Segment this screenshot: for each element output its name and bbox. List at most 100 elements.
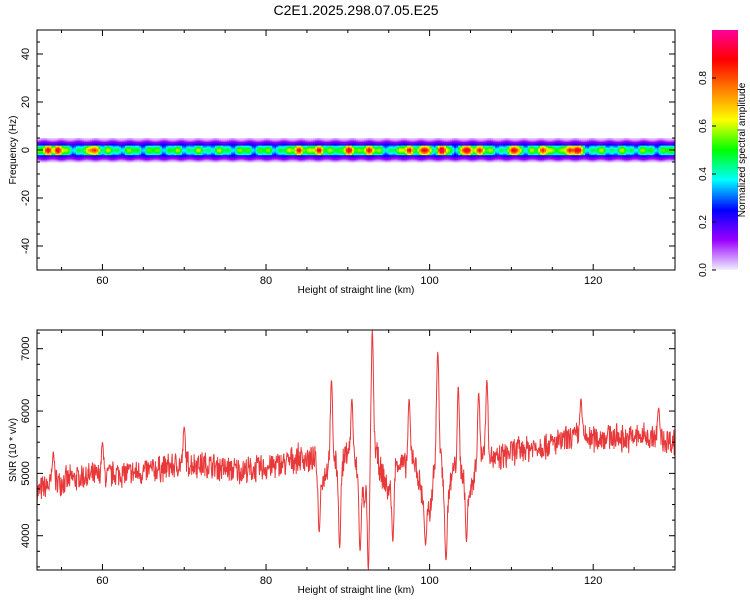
heatmap-cell bbox=[458, 148, 461, 151]
heatmap-cell bbox=[435, 148, 439, 151]
heatmap-cell bbox=[255, 141, 259, 144]
heatmap-cell bbox=[400, 153, 404, 156]
heatmap-cell bbox=[409, 151, 412, 153]
heatmap-cell bbox=[513, 144, 516, 146]
heatmap-cell bbox=[378, 150, 381, 152]
heatmap-cell bbox=[253, 147, 257, 150]
heatmap-cell bbox=[167, 148, 171, 151]
heatmap-cell bbox=[280, 153, 283, 156]
heatmap-cell bbox=[118, 146, 122, 148]
heatmap-cell bbox=[364, 153, 367, 156]
heatmap-cell bbox=[151, 159, 154, 162]
heatmap-cell bbox=[533, 154, 537, 157]
heatmap-cell bbox=[333, 156, 336, 158]
heatmap-cell bbox=[470, 159, 473, 162]
heatmap-cell bbox=[466, 146, 469, 148]
heatmap-cell bbox=[266, 146, 269, 148]
heatmap-cell bbox=[266, 158, 269, 160]
heatmap-cell bbox=[143, 138, 146, 140]
heatmap-cell bbox=[394, 152, 398, 154]
heatmap-cell bbox=[122, 153, 126, 156]
heatmap-cell bbox=[90, 156, 93, 158]
heatmap-cell bbox=[284, 158, 287, 160]
heatmap-cell bbox=[149, 148, 152, 151]
heatmap-cell bbox=[88, 152, 91, 154]
heatmap-cell bbox=[231, 145, 234, 147]
heatmap-cell bbox=[221, 152, 224, 154]
heatmap-cell bbox=[505, 147, 508, 150]
heatmap-cell bbox=[145, 139, 148, 141]
heatmap-cell bbox=[443, 147, 447, 150]
heatmap-cell bbox=[398, 158, 402, 160]
heatmap-cell bbox=[511, 145, 514, 147]
heatmap-cell bbox=[488, 154, 492, 157]
heatmap-cell bbox=[327, 144, 330, 146]
heatmap-cell bbox=[476, 148, 480, 151]
heatmap-cell bbox=[263, 159, 267, 162]
heatmap-cell bbox=[515, 138, 518, 140]
heatmap-cell bbox=[159, 150, 163, 152]
heatmap-cell bbox=[37, 156, 40, 158]
heatmap-cell bbox=[200, 145, 204, 147]
heatmap-cell bbox=[441, 157, 445, 159]
heatmap-cell bbox=[343, 159, 347, 162]
heatmap-cell bbox=[255, 158, 259, 160]
heatmap-cell bbox=[86, 142, 89, 145]
heatmap-cell bbox=[257, 153, 261, 156]
heatmap-cell bbox=[353, 157, 357, 159]
heatmap-cell bbox=[212, 158, 216, 160]
heatmap-cell bbox=[214, 160, 218, 163]
heatmap-cell bbox=[61, 153, 64, 156]
heatmap-cell bbox=[341, 153, 345, 156]
heatmap-cell bbox=[351, 139, 355, 141]
heatmap-cell bbox=[302, 146, 306, 148]
heatmap-cell bbox=[131, 150, 134, 152]
heatmap-cell bbox=[523, 156, 527, 158]
heatmap-cell bbox=[325, 139, 328, 141]
heatmap-cell bbox=[147, 156, 150, 158]
heatmap-cell bbox=[180, 146, 183, 148]
heatmap-cell bbox=[88, 146, 91, 148]
heatmap-cell bbox=[159, 152, 163, 154]
heatmap-cell bbox=[208, 141, 212, 144]
heatmap-cell bbox=[378, 147, 381, 150]
heatmap-cell bbox=[174, 158, 177, 160]
heatmap-cell bbox=[409, 145, 412, 147]
heatmap-cell bbox=[519, 145, 523, 147]
heatmap-cell bbox=[200, 138, 204, 140]
heatmap-cell bbox=[427, 140, 431, 142]
heatmap-cell bbox=[364, 152, 367, 154]
heatmap-cell bbox=[239, 153, 242, 156]
heatmap-cell bbox=[286, 148, 289, 151]
heatmap-cell bbox=[210, 144, 214, 146]
heatmap-cell bbox=[341, 156, 345, 158]
heatmap-cell bbox=[356, 158, 359, 160]
heatmap-cell bbox=[423, 153, 426, 156]
heatmap-cell bbox=[472, 139, 476, 141]
heatmap-cell bbox=[73, 148, 77, 151]
heatmap-cell bbox=[300, 141, 304, 144]
heatmap-cell bbox=[445, 159, 449, 162]
heatmap-cell bbox=[329, 157, 332, 159]
heatmap-cell bbox=[81, 139, 85, 141]
heatmap-cell bbox=[345, 154, 349, 157]
heatmap-cell bbox=[257, 157, 261, 159]
heatmap-cell bbox=[79, 159, 83, 162]
heatmap-cell bbox=[98, 142, 101, 145]
heatmap-cell bbox=[456, 159, 459, 162]
heatmap-cell bbox=[542, 139, 545, 141]
heatmap-cell bbox=[515, 140, 518, 142]
heatmap-cell bbox=[337, 140, 341, 142]
heatmap-cell bbox=[476, 157, 480, 159]
heatmap-cell bbox=[513, 141, 516, 144]
heatmap-cell bbox=[323, 153, 326, 156]
heatmap-cell bbox=[450, 141, 453, 144]
heatmap-cell bbox=[61, 144, 64, 146]
heatmap-cell bbox=[190, 146, 193, 148]
heatmap-cell bbox=[445, 144, 449, 146]
heatmap-cell bbox=[194, 139, 197, 141]
heatmap-cell bbox=[507, 138, 510, 140]
heatmap-cell bbox=[341, 145, 345, 147]
heatmap-cell bbox=[45, 148, 48, 151]
heatmap-cell bbox=[294, 156, 298, 158]
